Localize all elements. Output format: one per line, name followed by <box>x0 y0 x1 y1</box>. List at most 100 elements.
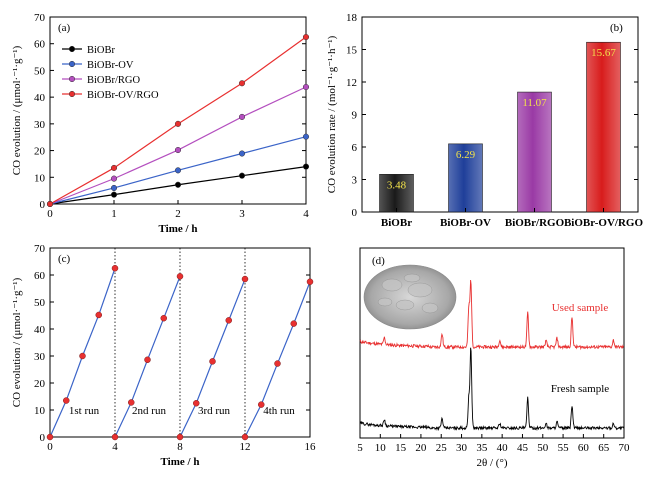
data-point <box>241 433 249 441</box>
legend-marker <box>68 75 76 83</box>
x-tick-label: 0 <box>47 441 53 453</box>
data-point <box>238 172 246 179</box>
y-tick-label: 60 <box>34 39 46 51</box>
x-tick-label: 1 <box>111 208 117 220</box>
y-tick-label: 50 <box>34 65 46 77</box>
bar-value-label: 11.07 <box>522 97 547 109</box>
x-tick-label: 2 <box>175 208 181 220</box>
y-tick-label: 40 <box>34 92 46 104</box>
panel-d: 5 10 15 20 25 30 35 40 45 50 55 60 65 70 2θ / (°) (d) Us… <box>357 247 631 469</box>
sem-grain <box>377 297 393 307</box>
data-point <box>209 358 216 365</box>
bar-value-label: 3.48 <box>387 179 407 191</box>
data-point <box>176 433 184 441</box>
y-tick-label: 20 <box>34 378 46 390</box>
data-point <box>46 433 54 441</box>
x-tick-label: 3 <box>239 208 245 220</box>
data-point <box>79 352 86 360</box>
data-point <box>110 164 118 171</box>
data-point <box>238 150 246 157</box>
y-tick-label: 15 <box>346 45 358 57</box>
panel-label: (d) <box>372 255 385 267</box>
run-label: 4th run <box>263 405 295 417</box>
x-tick-label: 4 <box>303 208 309 220</box>
x-tick-label: 55 <box>558 442 570 454</box>
data-point <box>306 278 314 285</box>
panel-label: (c) <box>58 253 71 265</box>
data-point <box>144 356 151 364</box>
fresh-sample-label: Fresh sample <box>551 383 609 395</box>
category-label: BiOBr-OV/RGO <box>564 217 643 229</box>
data-point <box>174 120 182 127</box>
y-tick-label: 30 <box>34 119 46 131</box>
x-tick-label: 35 <box>476 442 488 454</box>
data-point <box>174 181 182 188</box>
y-tick-label: 30 <box>34 351 46 363</box>
plot-frame <box>359 247 625 439</box>
legend-label: BiOBr/RGO <box>87 75 141 86</box>
legend-label: BiOBr <box>87 45 116 56</box>
y-tick-label: 70 <box>34 12 46 24</box>
data-point <box>302 33 310 41</box>
y-tick-label: 3 <box>352 175 358 187</box>
bar <box>517 91 552 213</box>
data-point <box>193 400 200 407</box>
panel-a: 0 10 20 30 40 50 60 70 0 1 2 3 4 Time / h CO evolution… <box>11 12 309 235</box>
category-label: BiOBr-OV <box>440 217 491 229</box>
data-point <box>46 200 54 208</box>
category-label: BiOBr <box>381 217 412 229</box>
data-point <box>111 265 119 272</box>
data-point <box>238 80 246 87</box>
data-point <box>128 399 135 406</box>
y-tick-label: 20 <box>34 146 46 158</box>
sem-grain <box>395 299 415 311</box>
x-tick-label: 45 <box>517 442 529 454</box>
x-tick-label: 30 <box>456 442 468 454</box>
y-tick-label: 0 <box>40 432 46 444</box>
sem-grain <box>381 278 403 292</box>
data-point <box>160 314 167 322</box>
data-point <box>302 83 310 91</box>
legend-label: BiOBr-OV <box>87 60 134 71</box>
x-tick-label: 25 <box>436 442 448 454</box>
data-point <box>238 113 246 120</box>
x-tick-label: 12 <box>240 441 251 453</box>
y-tick-label: 10 <box>34 172 46 184</box>
x-tick-label: 16 <box>305 441 317 453</box>
x-axis-title: Time / h <box>161 456 200 468</box>
data-point <box>274 360 281 367</box>
data-point <box>176 273 184 280</box>
y-tick-label: 0 <box>352 207 358 219</box>
legend-label: BiOBr-OV/RGO <box>87 90 159 101</box>
data-point <box>174 146 182 154</box>
x-axis-title: 2θ / (°) <box>476 457 507 469</box>
panel-label: (b) <box>610 22 623 34</box>
bar <box>586 41 621 213</box>
y-axis-title: CO evolution / (μmol·⁻¹·g⁻¹) <box>11 45 23 175</box>
data-point <box>241 275 249 283</box>
x-tick-label: 4 <box>112 441 118 453</box>
data-point <box>258 401 265 408</box>
data-point <box>225 317 232 324</box>
sem-grain <box>403 273 421 283</box>
x-tick-label: 50 <box>537 442 549 454</box>
panel-b: 0 3 6 9 12 15 18 CO evolution rate / (mol⁻¹·g⁻¹… <box>326 12 643 229</box>
data-point <box>63 397 70 404</box>
legend-marker <box>68 60 76 68</box>
bar-value-label: 6.29 <box>456 149 476 161</box>
y-tick-label: 50 <box>34 297 46 309</box>
legend-marker <box>68 90 76 98</box>
run-label: 1st run <box>69 405 100 417</box>
y-tick-label: 10 <box>34 405 46 417</box>
x-tick-label: 5 <box>357 442 363 454</box>
data-point <box>174 167 182 174</box>
x-tick-label: 10 <box>375 442 387 454</box>
y-tick-label: 60 <box>34 270 46 282</box>
y-tick-label: 12 <box>346 77 357 89</box>
x-tick-label: 70 <box>619 442 631 454</box>
run-label: 2nd run <box>132 405 166 417</box>
y-axis-title: CO evolution rate / (mol⁻¹·g⁻¹·h⁻¹) <box>326 35 338 193</box>
sem-grain <box>407 282 433 298</box>
